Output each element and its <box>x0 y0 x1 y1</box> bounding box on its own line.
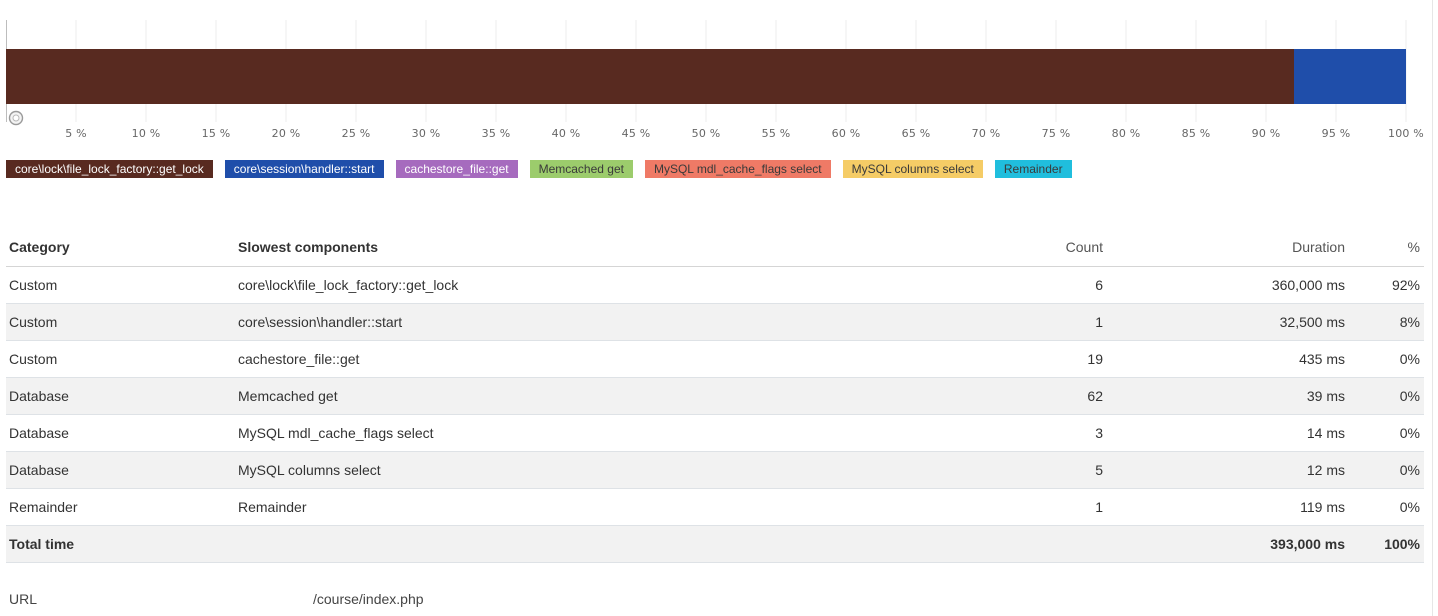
header-duration[interactable]: Duration <box>1107 229 1349 267</box>
cell-category: Custom <box>6 303 235 341</box>
cell-percent: 0% <box>1349 488 1424 526</box>
x-tick-label: 40 % <box>552 127 581 140</box>
x-tick-label: 45 % <box>622 127 651 140</box>
cell-count: 3 <box>995 414 1107 452</box>
table-row: Remainder Remainder 1 119 ms 0% <box>6 488 1424 526</box>
total-percent: 100% <box>1349 525 1424 563</box>
x-tick-label: 70 % <box>972 127 1001 140</box>
legend-item[interactable]: core\session\handler::start <box>224 160 384 178</box>
x-tick-label: 100 % <box>1388 127 1424 140</box>
cell-duration: 14 ms <box>1107 414 1349 452</box>
x-tick-label: 95 % <box>1322 127 1351 140</box>
total-label: Total time <box>6 525 235 563</box>
total-count-empty <box>995 525 1107 563</box>
x-tick-label: 25 % <box>342 127 371 140</box>
table-row: Database Memcached get 62 39 ms 0% <box>6 377 1424 415</box>
x-tick-label: 10 % <box>132 127 161 140</box>
legend-item[interactable]: Memcached get <box>529 160 633 178</box>
x-tick-label: 50 % <box>692 127 721 140</box>
cell-component: MySQL mdl_cache_flags select <box>235 414 995 452</box>
cell-count: 5 <box>995 451 1107 489</box>
cell-category: Database <box>6 414 235 452</box>
x-tick-label: 60 % <box>832 127 861 140</box>
table-row: Custom core\lock\file_lock_factory::get_… <box>6 266 1424 304</box>
cell-component: MySQL columns select <box>235 451 995 489</box>
table-row: Database MySQL mdl_cache_flags select 3 … <box>6 414 1424 452</box>
legend-item[interactable]: cachestore_file::get <box>395 160 518 178</box>
x-tick-label: 85 % <box>1182 127 1211 140</box>
cell-component: Memcached get <box>235 377 995 415</box>
x-tick-label: 35 % <box>482 127 511 140</box>
bar-segment[interactable] <box>6 49 1294 104</box>
legend-item[interactable]: MySQL mdl_cache_flags select <box>644 160 831 178</box>
cell-category: Database <box>6 451 235 489</box>
cell-category: Custom <box>6 266 235 304</box>
cell-count: 19 <box>995 340 1107 378</box>
cell-duration: 39 ms <box>1107 377 1349 415</box>
cell-duration: 360,000 ms <box>1107 266 1349 304</box>
legend-item[interactable]: Remainder <box>994 160 1072 178</box>
cell-percent: 0% <box>1349 451 1424 489</box>
x-tick-label: 15 % <box>202 127 231 140</box>
table-row: Custom core\session\handler::start 1 32,… <box>6 303 1424 341</box>
table-row: Database MySQL columns select 5 12 ms 0% <box>6 451 1424 489</box>
legend-item[interactable]: MySQL columns select <box>842 160 983 178</box>
cell-count: 6 <box>995 266 1107 304</box>
cell-count: 1 <box>995 303 1107 341</box>
x-tick-label: 5 % <box>65 127 87 140</box>
x-tick-label: 30 % <box>412 127 441 140</box>
cell-category: Database <box>6 377 235 415</box>
total-row: Total time 393,000 ms 100% <box>6 525 1424 563</box>
header-slowest-components[interactable]: Slowest components <box>235 229 995 267</box>
url-value[interactable]: /course/index.php <box>313 591 424 607</box>
total-duration: 393,000 ms <box>1107 525 1349 563</box>
time-breakdown-chart: 5 % 10 % 15 % 20 % 25 % 30 % 35 % 40 % 45 % 50 % 5… <box>0 0 1432 150</box>
cell-component: core\lock\file_lock_factory::get_lock <box>235 266 995 304</box>
table-header-row: Category Slowest components Count Durati… <box>6 229 1424 267</box>
timing-table: Category Slowest components Count Durati… <box>6 229 1424 563</box>
cell-component: Remainder <box>235 488 995 526</box>
table-row: Custom cachestore_file::get 19 435 ms 0% <box>6 340 1424 378</box>
cell-percent: 0% <box>1349 414 1424 452</box>
cell-duration: 12 ms <box>1107 451 1349 489</box>
x-tick-label: 90 % <box>1252 127 1281 140</box>
cell-duration: 32,500 ms <box>1107 303 1349 341</box>
zoom-reset-inner <box>12 114 20 122</box>
cell-component: cachestore_file::get <box>235 340 995 378</box>
x-tick-label: 20 % <box>272 127 301 140</box>
header-percent[interactable]: % <box>1349 229 1424 267</box>
cell-percent: 92% <box>1349 266 1424 304</box>
total-empty-cell <box>235 525 995 563</box>
x-tick-label: 80 % <box>1112 127 1141 140</box>
url-label: URL <box>9 591 38 607</box>
cell-component: core\session\handler::start <box>235 303 995 341</box>
header-count[interactable]: Count <box>995 229 1107 267</box>
legend-item[interactable]: core\lock\file_lock_factory::get_lock <box>6 160 213 178</box>
cell-category: Remainder <box>6 488 235 526</box>
chart-legend: core\lock\file_lock_factory::get_lock cor… <box>6 160 1072 178</box>
bar-segment[interactable] <box>1294 49 1406 104</box>
x-tick-label: 65 % <box>902 127 931 140</box>
cell-percent: 0% <box>1349 340 1424 378</box>
cell-duration: 435 ms <box>1107 340 1349 378</box>
right-border <box>1432 0 1433 616</box>
cell-percent: 8% <box>1349 303 1424 341</box>
cell-count: 1 <box>995 488 1107 526</box>
cell-duration: 119 ms <box>1107 488 1349 526</box>
x-tick-label: 55 % <box>762 127 791 140</box>
cell-percent: 0% <box>1349 377 1424 415</box>
x-tick-label: 75 % <box>1042 127 1071 140</box>
header-category[interactable]: Category <box>6 229 235 267</box>
stacked-bar-svg: 5 % 10 % 15 % 20 % 25 % 30 % 35 % 40 % 45 % 50 % 5… <box>6 20 1424 140</box>
cell-count: 62 <box>995 377 1107 415</box>
cell-category: Custom <box>6 340 235 378</box>
